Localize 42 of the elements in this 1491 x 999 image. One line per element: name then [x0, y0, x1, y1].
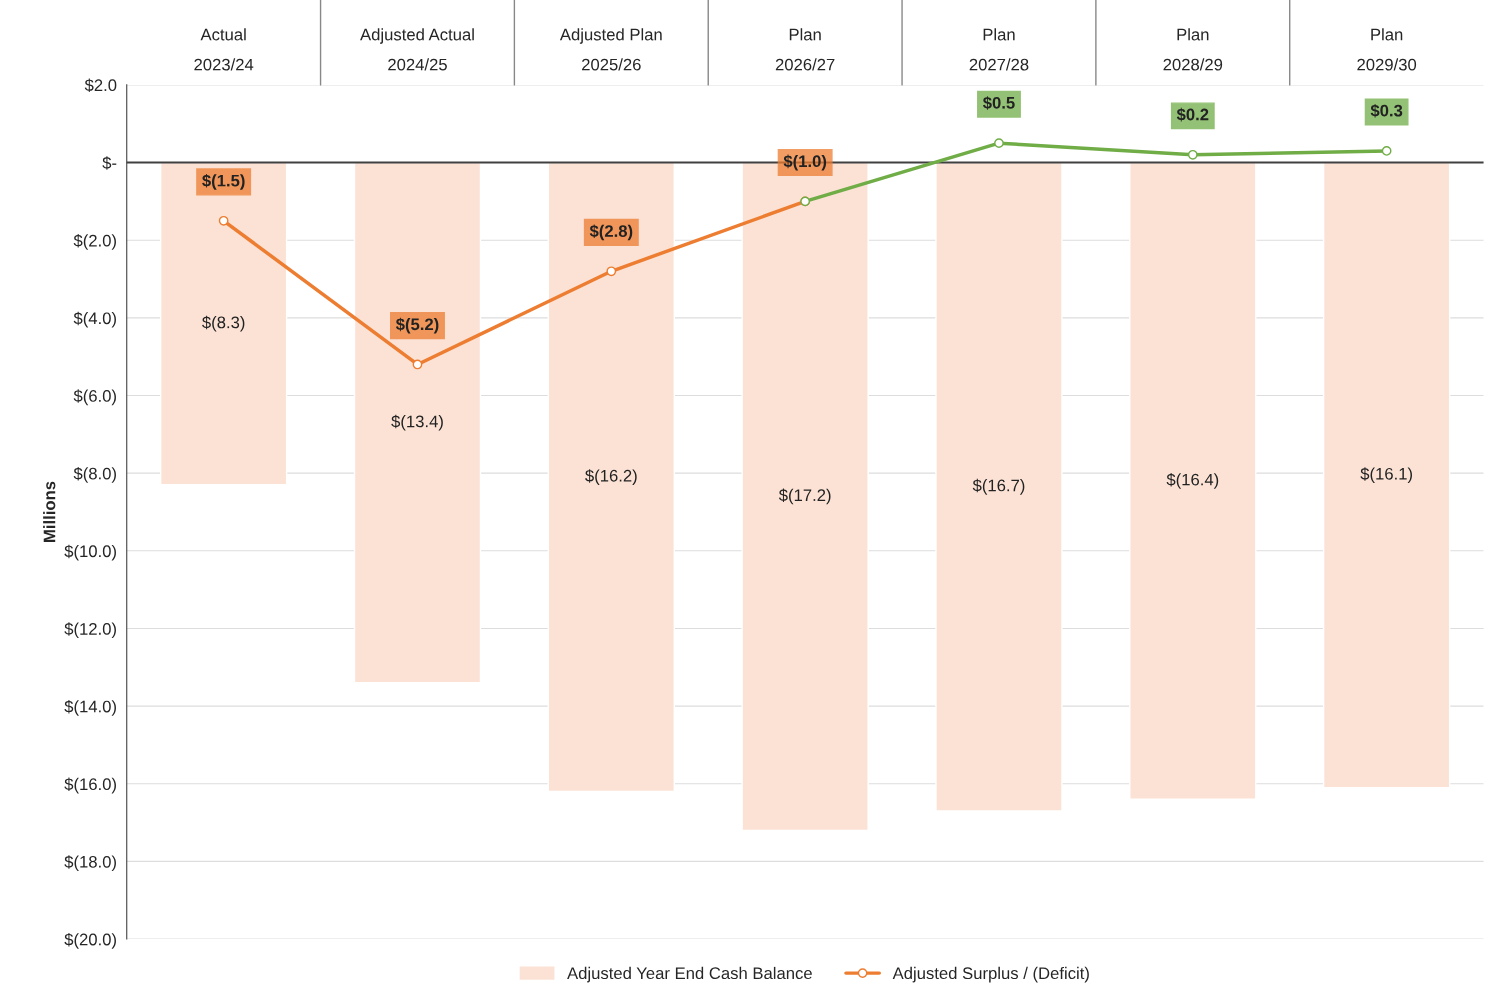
- y-axis-title: Millions: [43, 481, 56, 542]
- data-label: $(5.2): [395, 317, 439, 334]
- data-label: $(2.8): [589, 224, 633, 241]
- x-tick-label: Plan 2026/27: [775, 28, 835, 71]
- data-label: $0.2: [1176, 107, 1209, 122]
- data-label: $(16.1): [1360, 467, 1412, 483]
- y-tick-label: $(14.0): [64, 699, 116, 716]
- y-tick-label: $(18.0): [64, 855, 116, 872]
- x-tick-label: Adjusted Plan 2025/26: [559, 28, 662, 71]
- legend-label: Adjusted Year End Cash Balance: [567, 966, 812, 983]
- data-label: $(16.2): [585, 469, 637, 485]
- y-tick-label: $(20.0): [64, 932, 116, 949]
- x-tick-label: Adjusted Actual 2024/25: [360, 28, 474, 71]
- y-tick-label: $(16.0): [64, 777, 116, 794]
- data-label: $(8.3): [202, 315, 245, 332]
- data-label: $(1.0): [783, 154, 827, 171]
- y-tick-label: $(2.0): [73, 234, 116, 250]
- x-tick-label: Plan 2029/30: [1357, 28, 1417, 71]
- y-tick-label: $(12.0): [64, 622, 116, 639]
- data-label: $(13.4): [391, 414, 443, 431]
- point: [1381, 146, 1392, 156]
- data-label: $(16.7): [972, 478, 1025, 495]
- x-tick-label: Actual 2023/24: [194, 28, 254, 71]
- data-label: $(17.2): [778, 488, 831, 505]
- data-label: $(1.5): [202, 174, 245, 190]
- y-tick-label: $2.0: [84, 78, 117, 93]
- point: [1187, 149, 1198, 160]
- point: [218, 215, 229, 226]
- y-tick-label: $(8.0): [73, 466, 116, 483]
- y-tick-label: $(10.0): [64, 544, 116, 561]
- point: [412, 359, 423, 370]
- x-tick-label: Plan 2028/29: [1163, 28, 1223, 71]
- data-label: $(16.4): [1166, 473, 1219, 489]
- legend-label: Adjusted Surplus / (Deficit): [892, 966, 1089, 983]
- point: [994, 138, 1004, 149]
- y-tick-label: $(4.0): [73, 311, 116, 328]
- data-label: $0.3: [1370, 103, 1403, 118]
- point: [606, 266, 617, 277]
- x-tick-label: Plan 2027/28: [969, 28, 1029, 71]
- y-tick-label: $-: [102, 156, 117, 170]
- data-label: $0.5: [982, 96, 1015, 110]
- y-tick-label: $(6.0): [73, 389, 116, 406]
